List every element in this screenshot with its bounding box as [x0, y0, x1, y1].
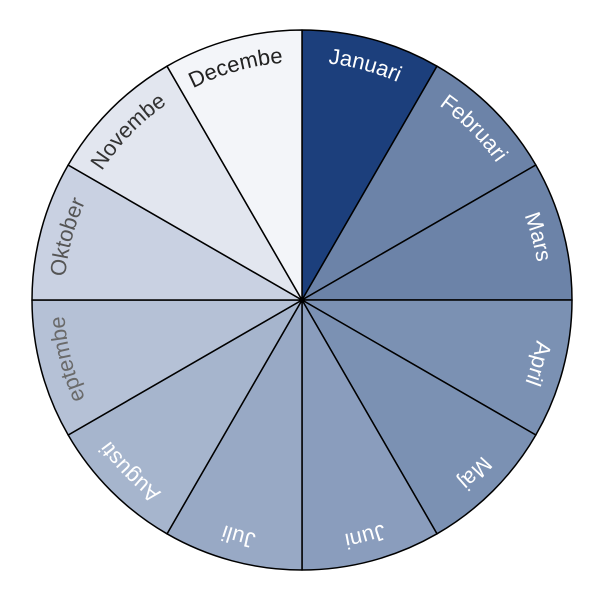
- slices-group: [32, 30, 572, 570]
- month-pie-chart: JanuariFebruariMarsAprilMajJuniJuliAugus…: [0, 0, 604, 600]
